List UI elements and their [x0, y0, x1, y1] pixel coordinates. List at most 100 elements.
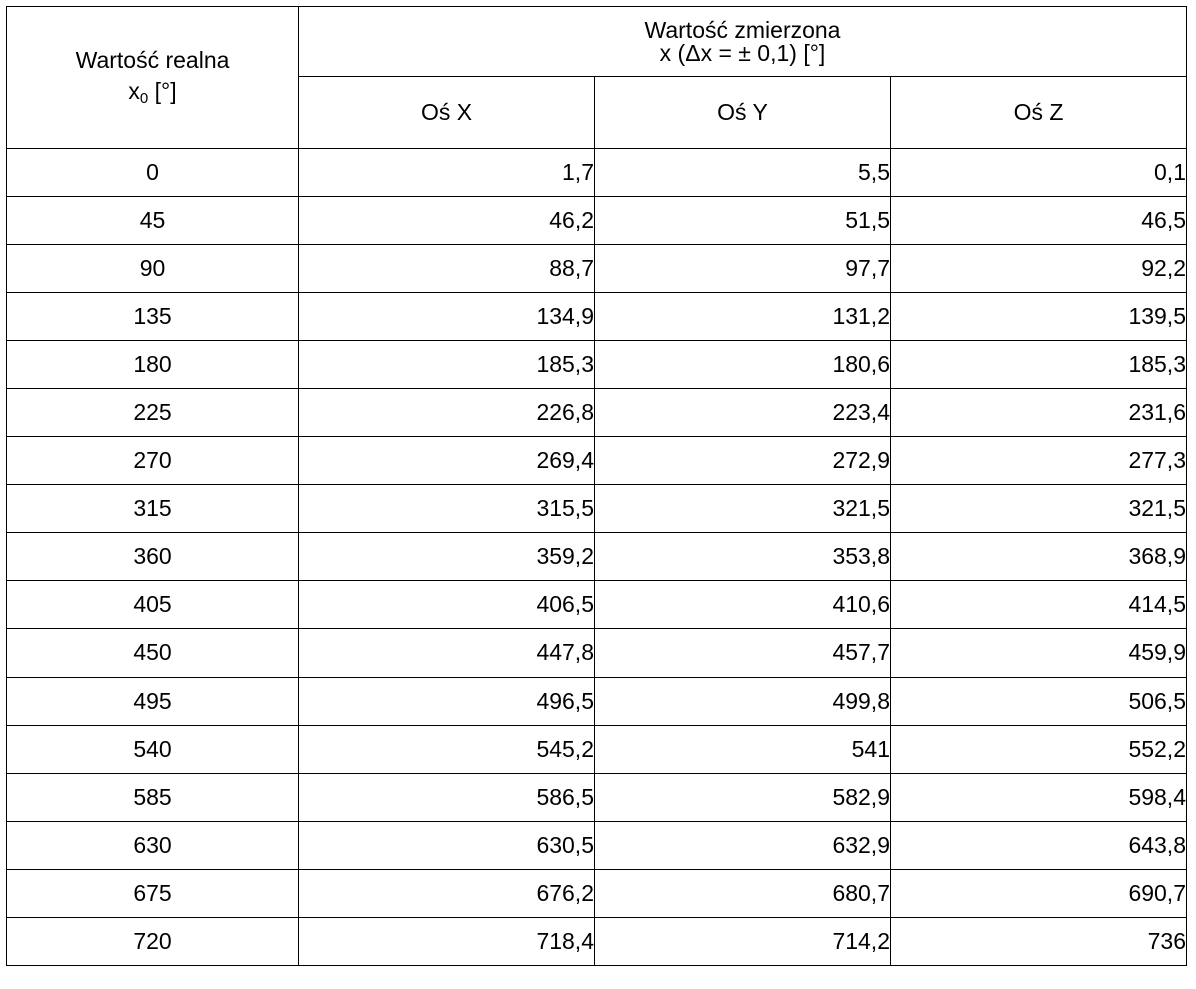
axis-x-value-cell: 88,7 [298, 244, 595, 294]
axis-x-value-cell: 496,5 [298, 676, 595, 726]
axis-z-value-cell: 92,2 [890, 244, 1187, 294]
axis-z-value-cell: 185,3 [890, 340, 1187, 390]
axis-z-value-cell: 643,8 [890, 820, 1187, 870]
real-value-cell: 270 [6, 436, 299, 486]
real-value-cell: 675 [6, 868, 299, 918]
table-row: 450 447,8 457,7 459,9 [6, 628, 1187, 678]
table-row: 540 545,2 541 552,2 [6, 724, 1187, 774]
axis-z-value-cell: 690,7 [890, 868, 1187, 918]
axis-x-value-cell: 226,8 [298, 388, 595, 438]
real-value-cell: 315 [6, 484, 299, 534]
axis-z-value-cell: 277,3 [890, 436, 1187, 486]
axis-z-value-cell: 0,1 [890, 147, 1187, 198]
axis-x-value-cell: 359,2 [298, 532, 595, 582]
real-value-header: Wartość realna x0 [°] [6, 6, 299, 149]
real-value-cell: 90 [6, 244, 299, 294]
axis-z-value-cell: 139,5 [890, 292, 1187, 342]
real-value-unit: [°] [154, 78, 177, 104]
axis-y-value-cell: 223,4 [594, 388, 891, 438]
table-body: Wartość realna x0 [°] Wartość zmierzona … [6, 6, 1187, 966]
axis-y-value-cell: 582,9 [594, 772, 891, 822]
axis-z-value-cell: 598,4 [890, 772, 1187, 822]
axis-x-value-cell: 406,5 [298, 580, 595, 630]
axis-y-value-cell: 457,7 [594, 628, 891, 678]
axis-z-value-cell: 506,5 [890, 676, 1187, 726]
real-value-cell: 405 [6, 580, 299, 630]
measurement-table: Wartość realna x0 [°] Wartość zmierzona … [6, 6, 1187, 966]
axis-z-value-cell: 459,9 [890, 628, 1187, 678]
table-row: 0 1,7 5,5 0,1 [6, 147, 1187, 198]
axis-z-value-cell: 414,5 [890, 580, 1187, 630]
axis-z-value-cell: 736 [890, 916, 1187, 966]
axis-y-value-cell: 632,9 [594, 820, 891, 870]
real-value-label: Wartość realna [75, 47, 230, 73]
axis-x-value-cell: 718,4 [298, 916, 595, 966]
table-row: 45 46,2 51,5 46,5 [6, 196, 1187, 246]
axis-y-header: Oś Y [594, 76, 891, 149]
real-value-cell: 360 [6, 532, 299, 582]
table-row: 360 359,2 353,8 368,9 [6, 532, 1187, 582]
axis-y-value-cell: 680,7 [594, 868, 891, 918]
axis-z-header: Oś Z [890, 76, 1187, 149]
axis-x-value-cell: 586,5 [298, 772, 595, 822]
real-value-symbol: x0 [°] [7, 78, 298, 107]
axis-x-value-cell: 630,5 [298, 820, 595, 870]
table-row: 495 496,5 499,8 506,5 [6, 676, 1187, 726]
table-row: 90 88,7 97,7 92,2 [6, 244, 1187, 294]
axis-z-value-cell: 46,5 [890, 196, 1187, 246]
axis-x-value-cell: 447,8 [298, 628, 595, 678]
axis-y-value-cell: 410,6 [594, 580, 891, 630]
real-value-cell: 225 [6, 388, 299, 438]
axis-z-value-cell: 552,2 [890, 724, 1187, 774]
axis-x-value-cell: 269,4 [298, 436, 595, 486]
axis-y-value-cell: 321,5 [594, 484, 891, 534]
axis-x-value-cell: 185,3 [298, 340, 595, 390]
table-row: 180 185,3 180,6 185,3 [6, 340, 1187, 390]
axis-x-value-cell: 134,9 [298, 292, 595, 342]
axis-x-value-cell: 315,5 [298, 484, 595, 534]
measured-value-formula: x (Δx = ± 0,1) [°] [659, 39, 826, 66]
real-value-cell: 585 [6, 772, 299, 822]
real-value-subscript: 0 [139, 90, 149, 107]
measured-value-header: Wartość zmierzona x (Δx = ± 0,1) [°] [298, 6, 1187, 77]
axis-x-header: Oś X [298, 76, 595, 149]
axis-x-value-cell: 46,2 [298, 196, 595, 246]
measured-value-label: Wartość zmierzona [644, 16, 841, 43]
axis-y-value-cell: 353,8 [594, 532, 891, 582]
table-row: 270 269,4 272,9 277,3 [6, 436, 1187, 486]
axis-y-value-cell: 272,9 [594, 436, 891, 486]
real-value-cell: 45 [6, 196, 299, 246]
axis-z-value-cell: 231,6 [890, 388, 1187, 438]
axis-y-value-cell: 714,2 [594, 916, 891, 966]
real-value-symbol-x: x [128, 78, 140, 104]
axis-y-value-cell: 541 [594, 724, 891, 774]
axis-x-value-cell: 545,2 [298, 724, 595, 774]
axis-x-value-cell: 1,7 [298, 147, 595, 198]
table-row: 720 718,4 714,2 736 [6, 916, 1187, 966]
axis-y-value-cell: 180,6 [594, 340, 891, 390]
real-value-cell: 0 [6, 147, 299, 198]
axis-y-value-cell: 131,2 [594, 292, 891, 342]
real-value-cell: 180 [6, 340, 299, 390]
table-row: 585 586,5 582,9 598,4 [6, 772, 1187, 822]
real-value-cell: 135 [6, 292, 299, 342]
header-row-2: Oś X Oś Y Oś Z [7, 76, 1187, 149]
header-row-1: Wartość realna x0 [°] Wartość zmierzona … [6, 6, 1187, 149]
table-row: 675 676,2 680,7 690,7 [6, 868, 1187, 918]
real-value-cell: 720 [6, 916, 299, 966]
table-row: 405 406,5 410,6 414,5 [6, 580, 1187, 630]
axis-y-value-cell: 97,7 [594, 244, 891, 294]
real-value-cell: 540 [6, 724, 299, 774]
axis-y-value-cell: 51,5 [594, 196, 891, 246]
axis-x-value-cell: 676,2 [298, 868, 595, 918]
table-row: 225 226,8 223,4 231,6 [6, 388, 1187, 438]
table-row: 630 630,5 632,9 643,8 [6, 820, 1187, 870]
real-value-cell: 450 [6, 628, 299, 678]
axis-z-value-cell: 321,5 [890, 484, 1187, 534]
axis-z-value-cell: 368,9 [890, 532, 1187, 582]
table-row: 315 315,5 321,5 321,5 [6, 484, 1187, 534]
axis-y-value-cell: 499,8 [594, 676, 891, 726]
table-row: 135 134,9 131,2 139,5 [6, 292, 1187, 342]
real-value-cell: 630 [6, 820, 299, 870]
axis-y-value-cell: 5,5 [594, 147, 891, 198]
